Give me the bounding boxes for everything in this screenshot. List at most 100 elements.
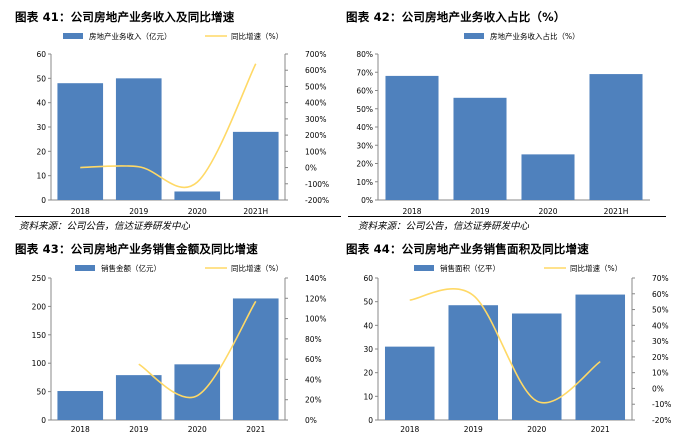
y-tick-label: 10: [363, 392, 373, 401]
y2-tick-label: 100%: [305, 147, 326, 156]
bar: [174, 364, 221, 420]
y2-tick-label: 0%: [652, 384, 664, 393]
y2-tick-label: -200%: [305, 196, 329, 205]
x-tick-label: 2021: [246, 425, 265, 434]
legend-bar-swatch: [63, 33, 83, 39]
legend-label: 同比增速（%）: [231, 31, 283, 41]
y-tick-label: 20: [36, 147, 46, 156]
bar: [232, 131, 279, 200]
x-tick-label: 2020: [527, 425, 546, 434]
divider: [15, 216, 341, 217]
chart-44: 0 10 20 30 40 50 60 -20% -10% 0% 10% 20% 30% 40% 50% 60…: [363, 263, 671, 434]
figure-42: 图表 42：公司房地产业务收入占比（%） 0% 10% 20% 30% 40% 50% 60…: [344, 6, 674, 232]
figure-title: 图表 44：公司房地产业务销售面积及同比增速: [346, 242, 589, 256]
x-tick-label: 2018: [71, 207, 90, 216]
y-tick-label: 0: [41, 196, 46, 205]
bar: [57, 83, 104, 200]
y2-tick-label: 200%: [305, 131, 326, 140]
legend-bar-swatch: [464, 33, 484, 39]
y2-tick-label: 40%: [305, 375, 322, 384]
y2-tick-label: 0%: [305, 416, 317, 425]
y-tick-label: 0: [41, 416, 46, 425]
figure-title: 图表 41：公司房地产业务收入及同比增速: [15, 10, 235, 24]
y-tick-label: 30: [36, 123, 46, 132]
y-tick-label: 60: [363, 274, 373, 283]
y2-tick-label: 500%: [305, 82, 326, 91]
figure-43: 图表 43：公司房地产业务销售金额及同比增速 0 50 100 150 200 250 0%…: [15, 238, 345, 438]
y-tick-label: 50: [36, 388, 46, 397]
y-tick-label: 150: [32, 331, 47, 340]
x-tick-label: 2019: [129, 425, 148, 434]
source-note: 资料来源：公司公告，信达证券研发中心: [358, 221, 530, 232]
x-tick-label: 2020: [188, 207, 207, 216]
x-tick-label: 2018: [400, 425, 419, 434]
bar: [385, 75, 439, 200]
y2-tick-label: 80%: [305, 335, 322, 344]
y-tick-label: 10%: [356, 178, 373, 187]
figure-title: 图表 42：公司房地产业务收入占比（%）: [346, 10, 566, 24]
y-tick-label: 200: [32, 302, 47, 311]
chart-42: 0% 10% 20% 30% 40% 50% 60% 70% 80% 2018 2019 2020 20…: [356, 31, 650, 216]
legend-label: 同比增速（%）: [570, 263, 622, 273]
bar: [384, 346, 435, 420]
x-tick-label: 2019: [470, 207, 489, 216]
bar: [575, 294, 626, 420]
y2-tick-label: -10%: [652, 400, 671, 409]
y2-tick-label: 40%: [652, 321, 669, 330]
figure-title: 图表 43：公司房地产业务销售金额及同比增速: [15, 242, 258, 256]
y-tick-label: 40%: [356, 123, 373, 132]
y-tick-label: 60%: [356, 87, 373, 96]
y2-tick-label: 60%: [305, 355, 322, 364]
bar: [448, 305, 499, 420]
x-tick-label: 2020: [188, 425, 207, 434]
legend-bar-swatch: [414, 265, 434, 271]
y2-tick-label: 10%: [652, 369, 669, 378]
y-tick-label: 70%: [356, 68, 373, 77]
y-tick-label: 50: [363, 298, 373, 307]
y-tick-label: 30: [363, 345, 373, 354]
legend-bar-swatch: [75, 265, 95, 271]
y-tick-label: 80%: [356, 50, 373, 59]
y-tick-label: 20%: [356, 160, 373, 169]
bar: [232, 298, 279, 420]
y2-tick-label: 300%: [305, 115, 326, 124]
y2-tick-label: -100%: [305, 180, 329, 189]
y-tick-label: 50: [36, 74, 46, 83]
x-tick-label: 2021H: [604, 207, 629, 216]
x-tick-label: 2019: [129, 207, 148, 216]
y-tick-label: 10: [36, 172, 46, 181]
divider: [348, 216, 666, 217]
y-tick-label: 0: [368, 416, 373, 425]
x-tick-label: 2020: [538, 207, 557, 216]
y-tick-label: 20: [363, 369, 373, 378]
legend-label: 销售金额（亿元）: [101, 263, 161, 273]
y2-tick-label: 20%: [652, 353, 669, 362]
bar: [115, 78, 162, 200]
x-tick-label: 2018: [402, 207, 421, 216]
y2-tick-label: 60%: [652, 290, 669, 299]
legend-label: 房地产业务收入（亿元）: [89, 31, 172, 41]
y2-tick-label: 100%: [305, 315, 326, 324]
growth-line: [409, 288, 601, 404]
x-tick-label: 2019: [464, 425, 483, 434]
y2-tick-label: 50%: [652, 306, 669, 315]
legend-label: 房地产业务收入占比（%）: [490, 31, 580, 41]
y-tick-label: 250: [32, 274, 47, 283]
y2-tick-label: 0%: [305, 164, 317, 173]
y2-tick-label: 30%: [652, 337, 669, 346]
y-tick-label: 100: [32, 359, 47, 368]
bar: [174, 191, 221, 200]
y2-tick-label: 20%: [305, 396, 322, 405]
y-tick-label: 60: [36, 50, 46, 59]
y2-tick-label: 600%: [305, 66, 326, 75]
legend-label: 同比增速（%）: [231, 263, 283, 273]
legend-label: 销售面积（亿平）: [440, 263, 500, 273]
y2-tick-label: 400%: [305, 99, 326, 108]
y-tick-label: 0%: [361, 196, 373, 205]
x-tick-label: 2021H: [243, 207, 268, 216]
chart-41: 0 10 20 30 40 50 60 -200% -100% 0% 100% 200% 300% 400…: [36, 31, 329, 216]
y2-tick-label: -20%: [652, 416, 671, 425]
bar: [589, 74, 643, 200]
bar: [57, 391, 104, 420]
figure-44: 图表 44：公司房地产业务销售面积及同比增速 0 10 20 30 40 50 60 -20%…: [344, 238, 674, 438]
